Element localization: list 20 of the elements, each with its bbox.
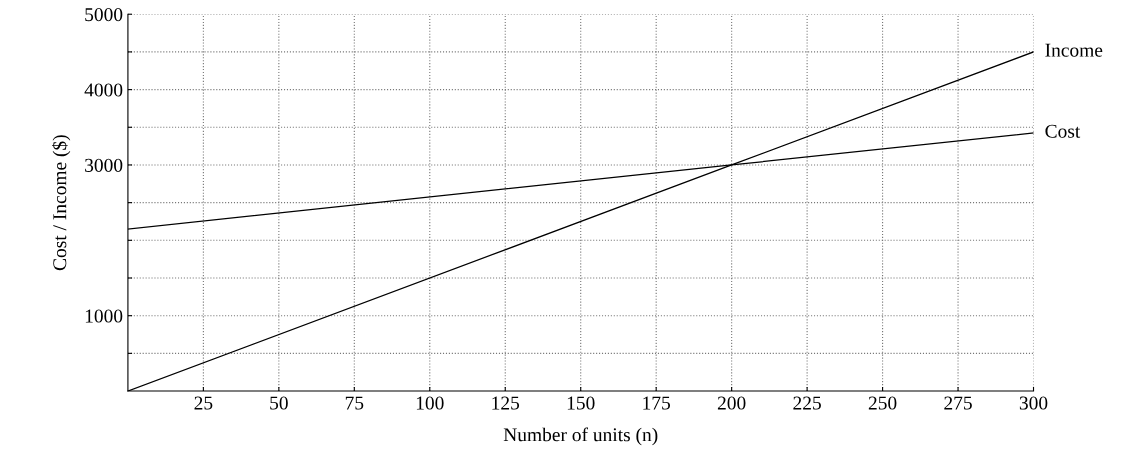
series-label: Income xyxy=(1045,43,1103,57)
series-label: Cost xyxy=(1045,124,1081,138)
x-tick-label: 75 xyxy=(345,396,364,410)
x-tick-label: 250 xyxy=(868,396,897,410)
x-tick-label: 225 xyxy=(793,396,821,410)
x-tick-label: 150 xyxy=(567,396,595,410)
y-tick-label: 5000 xyxy=(85,8,123,22)
y-tick-label: 4000 xyxy=(84,83,123,97)
x-tick-label: 175 xyxy=(643,396,671,410)
x-axis-title: Number of units (n) xyxy=(503,427,658,446)
y-tick-label: 3000 xyxy=(85,158,123,172)
x-tick-label: 125 xyxy=(492,396,520,410)
y-tick-label: 1000 xyxy=(85,309,123,323)
y-axis-title: Cost / Income ($) xyxy=(52,135,71,271)
x-tick-label: 100 xyxy=(416,396,444,410)
x-tick-label: 200 xyxy=(717,396,746,410)
x-tick-label: 50 xyxy=(270,396,288,410)
x-tick-label: 25 xyxy=(194,396,213,410)
x-tick-label: 300 xyxy=(1019,396,1048,410)
x-tick-label: 275 xyxy=(944,396,972,410)
